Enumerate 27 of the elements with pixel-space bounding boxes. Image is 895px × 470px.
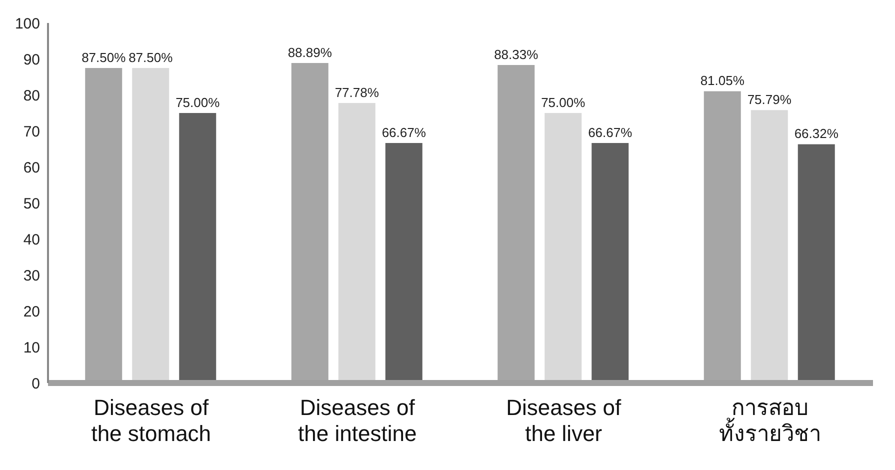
y-tick-label: 100 — [14, 15, 40, 32]
y-tick-label: 50 — [23, 195, 40, 212]
data-label: 88.89% — [288, 44, 332, 60]
y-tick-label: 60 — [23, 159, 40, 176]
data-label: 88.33% — [494, 47, 539, 62]
y-tick-label: 30 — [23, 267, 40, 284]
x-tick-label: Diseases of the stomach — [91, 395, 212, 446]
data-label: 77.78% — [334, 84, 380, 100]
data-label: 75.79% — [747, 92, 792, 108]
data-label: 66.67% — [588, 124, 633, 140]
y-tick-label: 10 — [23, 339, 40, 356]
y-tick-label: 40 — [23, 231, 40, 248]
data-label: 87.50% — [128, 50, 174, 65]
y-tick-label: 20 — [23, 303, 40, 320]
y-tick-label: 90 — [23, 51, 40, 68]
data-label: 75.00% — [176, 95, 220, 110]
y-tick-label: 0 — [32, 375, 40, 392]
y-tick-label: 70 — [23, 123, 40, 140]
data-label: 81.05% — [700, 73, 745, 88]
data-label: 66.32% — [794, 126, 839, 142]
data-label: 75.00% — [541, 95, 586, 110]
x-tick-label: Diseases of the liver — [506, 395, 622, 446]
y-tick-label: 80 — [23, 87, 40, 104]
data-label: 66.67% — [382, 124, 426, 140]
x-tick-label: การสอบ ทั้งรายวิชา — [718, 395, 821, 446]
data-label: 87.50% — [82, 50, 126, 65]
x-tick-label: Diseases of the intestine — [298, 395, 417, 446]
